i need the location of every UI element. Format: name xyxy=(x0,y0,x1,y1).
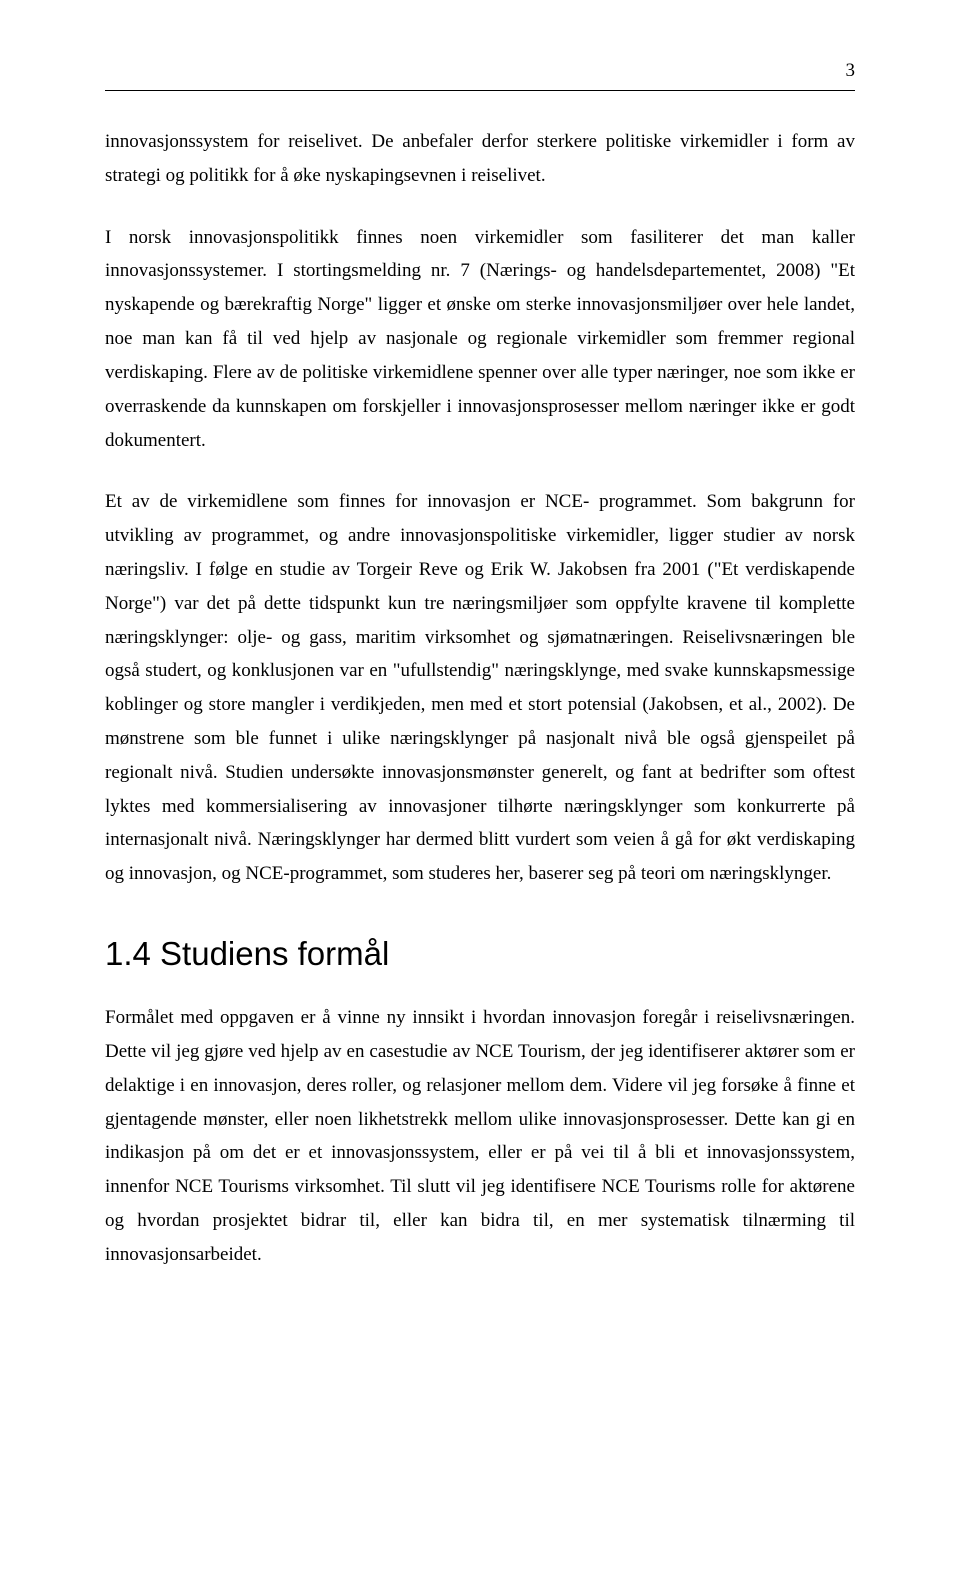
page-number-row: 3 xyxy=(105,60,855,82)
paragraph-1: innovasjonssystem for reiselivet. De anb… xyxy=(105,125,855,193)
section-heading: 1.4 Studiens formål xyxy=(105,935,855,973)
page-number: 3 xyxy=(846,60,856,82)
paragraph-2: I norsk innovasjonspolitikk finnes noen … xyxy=(105,221,855,458)
paragraph-3: Et av de virkemidlene som finnes for inn… xyxy=(105,485,855,891)
paragraph-4: Formålet med oppgaven er å vinne ny inns… xyxy=(105,1001,855,1272)
header-rule xyxy=(105,90,855,91)
